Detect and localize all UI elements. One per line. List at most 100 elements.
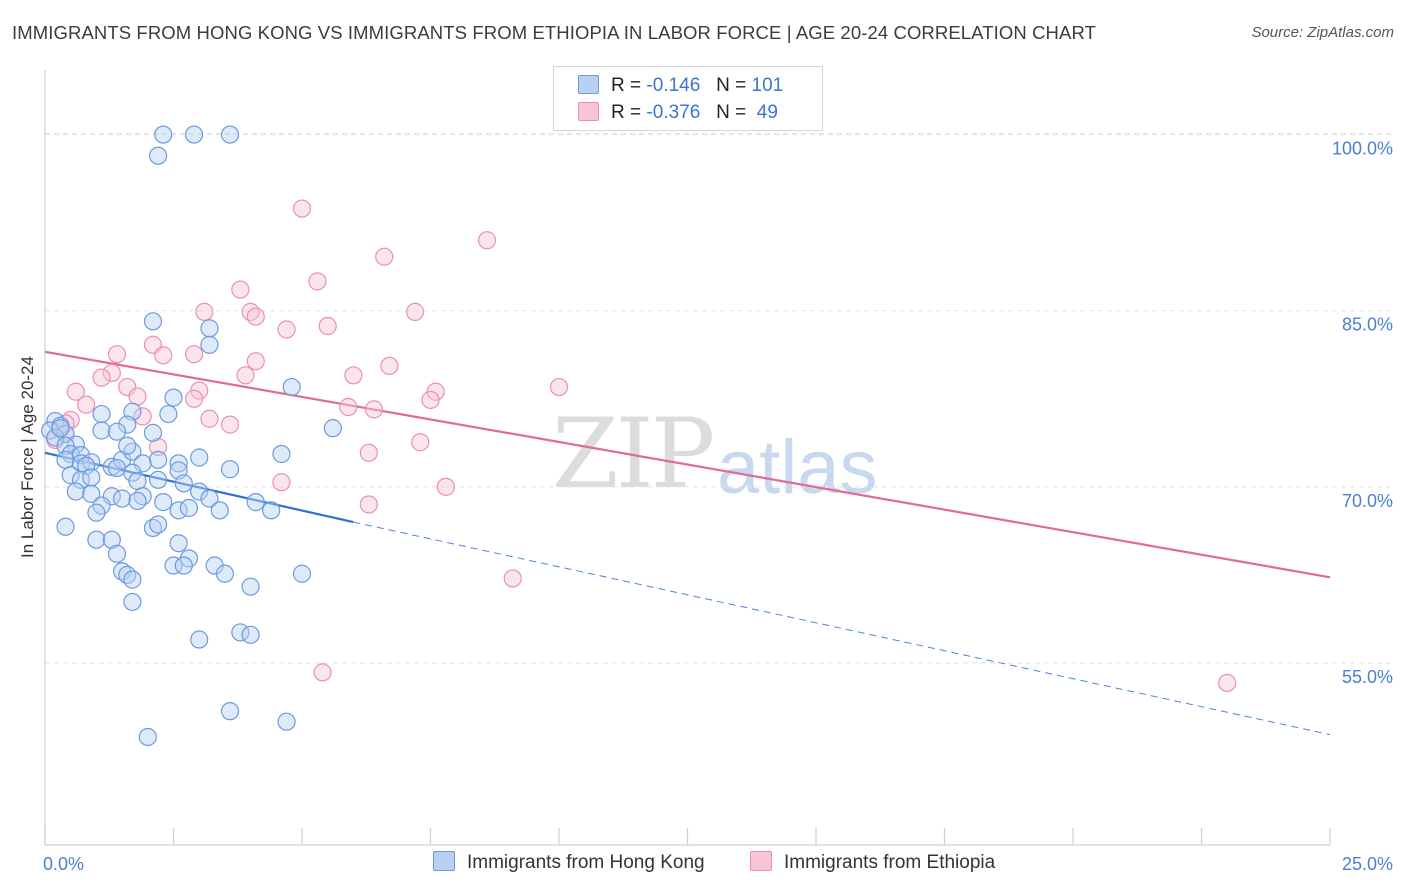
point-ethiopia — [364, 400, 384, 419]
legend-r-label: R = — [611, 102, 642, 123]
point-hong-kong — [179, 498, 199, 518]
trend-line-hong-kong-extension — [353, 521, 1331, 736]
point-ethiopia — [549, 377, 569, 397]
point-hong-kong — [118, 436, 137, 455]
point-hong-kong — [154, 493, 173, 512]
point-hong-kong — [174, 556, 193, 575]
point-ethiopia — [477, 231, 497, 250]
point-hong-kong — [82, 453, 101, 472]
point-ethiopia — [411, 433, 430, 452]
point-hong-kong — [61, 466, 80, 485]
point-ethiopia — [246, 307, 265, 326]
point-ethiopia — [184, 389, 204, 408]
y-tick-label: 70.0% — [1342, 491, 1393, 511]
point-hong-kong — [107, 544, 127, 563]
point-ethiopia — [1218, 673, 1237, 693]
watermark-atlas: atlas — [717, 425, 878, 510]
point-ethiopia — [66, 382, 85, 401]
point-hong-kong — [56, 517, 75, 536]
legend-row-ethiopia: R = -0.376 N = 49 — [578, 102, 778, 126]
legend-r-value-hong-kong: -0.146 — [646, 75, 701, 96]
point-hong-kong — [128, 491, 147, 511]
point-ethiopia — [128, 387, 147, 406]
point-ethiopia — [375, 247, 394, 266]
point-hong-kong — [112, 489, 132, 508]
point-hong-kong — [143, 423, 163, 442]
point-hong-kong — [148, 515, 168, 534]
point-ethiopia — [231, 280, 250, 299]
legend-swatch-ethiopia — [578, 102, 599, 121]
point-hong-kong — [123, 592, 142, 612]
point-hong-kong — [190, 448, 209, 467]
tick-labels: 55.0% 70.0% 85.0% 100.0% 0.0% 25.0% — [43, 139, 1393, 874]
point-hong-kong — [220, 460, 240, 479]
point-ethiopia — [236, 366, 255, 385]
point-hong-kong — [241, 625, 260, 644]
point-hong-kong — [200, 335, 219, 354]
bottom-swatch-ethiopia — [750, 851, 772, 871]
point-hong-kong — [190, 630, 209, 649]
bottom-legend-label-ethiopia: Immigrants from Ethiopia — [784, 852, 996, 873]
point-ethiopia — [344, 366, 363, 385]
point-hong-kong — [92, 404, 111, 424]
point-ethiopia — [148, 437, 168, 457]
point-hong-kong — [123, 442, 142, 461]
point-hong-kong — [118, 415, 137, 434]
point-ethiopia — [292, 199, 312, 218]
point-hong-kong — [272, 444, 291, 464]
trend-ethiopia — [44, 350, 1331, 579]
point-hong-kong — [148, 450, 168, 469]
point-hong-kong — [262, 501, 281, 520]
point-hong-kong — [148, 146, 168, 165]
point-ethiopia — [154, 346, 173, 365]
point-hong-kong — [200, 319, 219, 338]
point-hong-kong — [164, 388, 183, 407]
point-ethiopia — [107, 345, 127, 364]
point-hong-kong — [107, 422, 127, 441]
point-hong-kong — [164, 556, 183, 575]
trend-line-ethiopia — [44, 350, 1331, 579]
x-tick-label: 0.0% — [43, 854, 84, 874]
points-ethiopia — [46, 199, 1237, 693]
legend-r-label: R = — [611, 75, 642, 96]
point-hong-kong — [148, 470, 168, 489]
point-hong-kong — [184, 125, 204, 144]
point-hong-kong — [102, 530, 121, 549]
point-hong-kong — [87, 530, 106, 549]
point-ethiopia — [220, 415, 240, 434]
point-hong-kong — [56, 450, 75, 469]
legend-n-value-hong-kong: 101 — [751, 75, 784, 96]
point-hong-kong — [143, 518, 163, 538]
trend-hong-kong — [44, 451, 1331, 736]
point-ethiopia — [313, 663, 332, 682]
point-ethiopia — [359, 443, 378, 462]
point-hong-kong — [154, 125, 173, 144]
point-hong-kong — [190, 482, 209, 501]
point-ethiopia — [308, 272, 327, 291]
point-ethiopia — [436, 477, 456, 496]
legend-n-label: N = — [716, 75, 747, 96]
point-hong-kong — [123, 570, 142, 589]
point-hong-kong — [92, 421, 111, 440]
point-ethiopia — [92, 368, 111, 387]
point-ethiopia — [102, 363, 121, 383]
point-hong-kong — [143, 312, 163, 331]
point-hong-kong — [292, 564, 312, 583]
point-ethiopia — [405, 302, 425, 321]
point-ethiopia — [246, 352, 265, 371]
point-hong-kong — [82, 468, 101, 487]
bottom-swatch-hong-kong — [433, 851, 455, 871]
point-ethiopia — [359, 495, 378, 514]
y-tick-label: 100.0% — [1332, 139, 1393, 159]
point-ethiopia — [133, 407, 152, 426]
axes — [44, 70, 1331, 846]
point-ethiopia — [184, 345, 204, 364]
point-hong-kong — [159, 404, 178, 424]
legend-swatch-hong-kong — [578, 75, 599, 94]
bottom-legend-hong-kong: Immigrants from Hong Kong — [433, 851, 705, 874]
point-hong-kong — [82, 484, 101, 504]
gridlines — [45, 133, 1395, 664]
y-tick-label: 85.0% — [1342, 315, 1393, 335]
point-hong-kong — [51, 419, 70, 438]
